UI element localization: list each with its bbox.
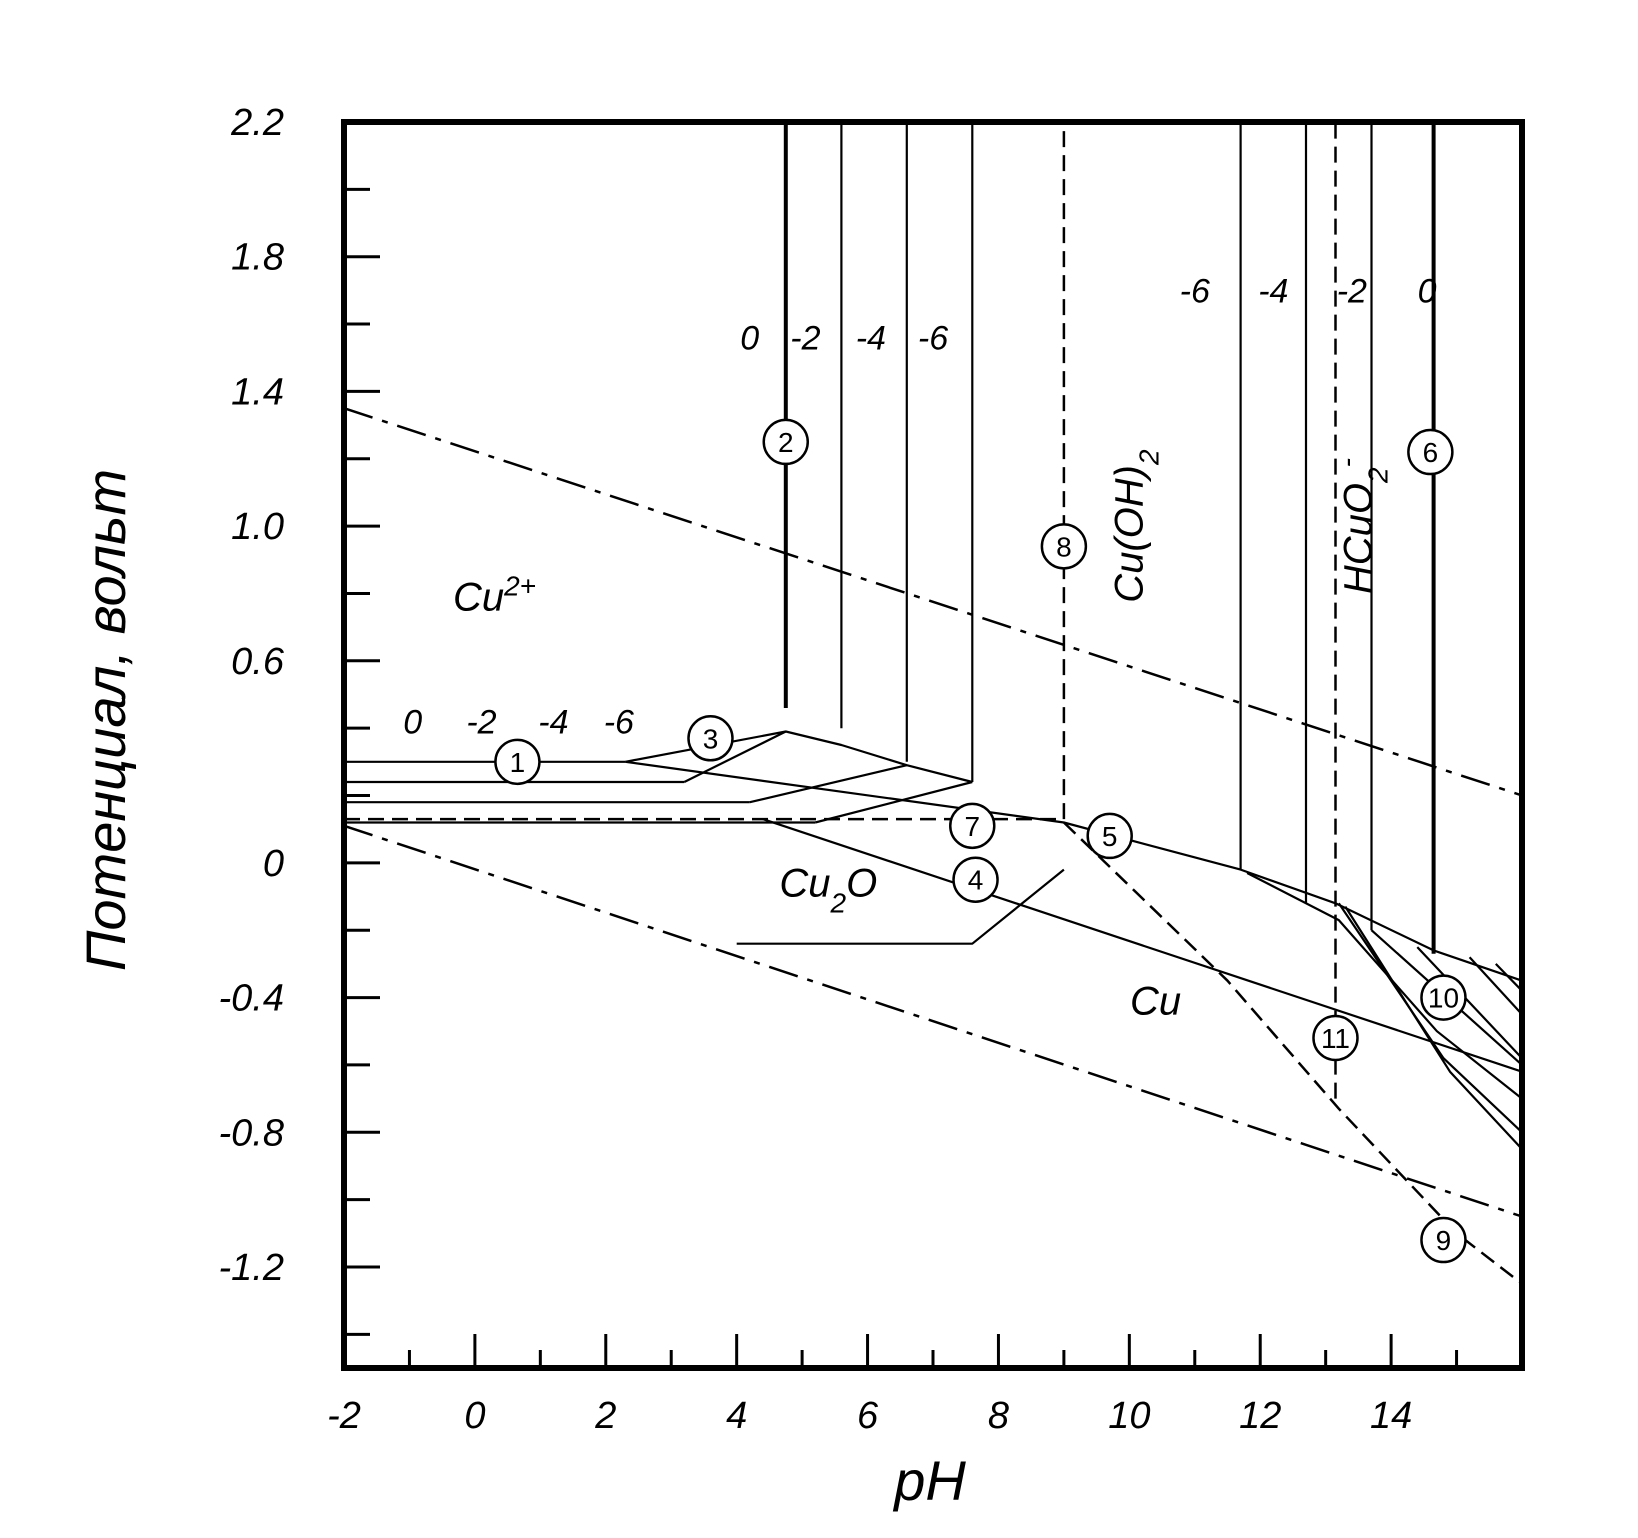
label-circle xyxy=(952,856,999,903)
y-tick-label: 0 xyxy=(263,843,284,885)
circled-number: 8 xyxy=(1056,531,1072,562)
series-line-2 xyxy=(343,824,1523,1218)
label-layer: 0 -2 -4 -6 -6 -4 -2 0 0 -2 -4 -6 1 2 3 4 5 6 7 8 9 10 11 Cu2+ Cu… xyxy=(403,272,1467,1264)
circled-label-2: 2 xyxy=(762,418,809,466)
circled-number: 3 xyxy=(703,723,719,754)
circled-label-8: 8 xyxy=(1040,523,1088,570)
circled-label-5: 5 xyxy=(1086,812,1133,860)
circled-number: 7 xyxy=(964,811,980,842)
x-tick-label: 14 xyxy=(1370,1395,1412,1437)
circled-number: 5 xyxy=(1102,821,1118,852)
label-circle xyxy=(687,715,734,762)
y-tick-label: 2.2 xyxy=(230,102,284,144)
circled-number: 10 xyxy=(1428,983,1459,1014)
circled-label-11: 11 xyxy=(1312,1014,1359,1062)
circled-number: 2 xyxy=(778,427,794,458)
activity-label: 0 xyxy=(740,320,759,358)
series-line-31 xyxy=(1468,956,1523,1016)
circled-label-10: 10 xyxy=(1420,974,1467,1021)
series-line-32 xyxy=(1495,963,1523,992)
circled-label-7: 7 xyxy=(949,802,996,850)
region-label: Cu2O xyxy=(779,862,877,919)
series-line-27 xyxy=(1337,902,1523,1134)
series-line-22 xyxy=(814,780,973,824)
series-layer xyxy=(343,122,1523,1285)
circled-label-3: 3 xyxy=(687,715,734,762)
activity-label: -4 xyxy=(856,320,886,358)
circled-number: 4 xyxy=(968,865,984,896)
y-tick-label: -0.4 xyxy=(219,978,284,1020)
circled-number: 11 xyxy=(1321,1023,1350,1054)
activity-label: -4 xyxy=(538,703,568,741)
circled-label-9: 9 xyxy=(1420,1216,1467,1264)
activity-label: -2 xyxy=(790,320,820,358)
label-circle xyxy=(1086,812,1133,860)
y-axis-title: Потенциал, вольт xyxy=(74,469,137,971)
circled-label-4: 4 xyxy=(952,856,999,903)
plot-frame xyxy=(341,119,1525,1371)
activity-label: 0 xyxy=(1418,272,1437,310)
label-circle xyxy=(1040,523,1088,570)
activity-label: -2 xyxy=(1337,272,1367,310)
x-tick-label: 6 xyxy=(857,1395,879,1437)
region-label: Cu(OH)2 xyxy=(1107,449,1164,603)
x-tick-label: 4 xyxy=(726,1395,747,1437)
x-tick-label: -2 xyxy=(327,1395,361,1437)
label-circle xyxy=(949,802,996,850)
label-circle xyxy=(1420,974,1467,1021)
series-line-1 xyxy=(343,407,1523,797)
activity-label: -6 xyxy=(604,703,634,741)
circled-number: 1 xyxy=(510,747,526,778)
series-line-20 xyxy=(683,730,973,784)
label-circle xyxy=(1407,428,1454,476)
series-line-25 xyxy=(1063,821,1523,1285)
circled-label-6: 6 xyxy=(1407,428,1454,476)
y-tick-label: 1.4 xyxy=(231,371,284,413)
circled-label-1: 1 xyxy=(494,738,541,786)
circled-number: 6 xyxy=(1423,437,1439,468)
label-circle xyxy=(494,738,541,786)
y-tick-label: 1.0 xyxy=(231,506,284,548)
series-line-30 xyxy=(1416,946,1523,1059)
region-label: Cu xyxy=(1130,979,1181,1023)
y-tick-label: 0.6 xyxy=(231,641,285,683)
y-tick-label: 1.8 xyxy=(231,237,284,279)
activity-label: -4 xyxy=(1258,272,1288,310)
activity-label: -2 xyxy=(466,703,496,741)
series-line-23 xyxy=(762,818,1523,1073)
x-tick-label: 2 xyxy=(594,1395,616,1437)
x-tick-label: 12 xyxy=(1239,1395,1281,1437)
activity-label: 0 xyxy=(403,703,422,741)
series-line-28 xyxy=(1344,906,1523,1150)
series-line-24 xyxy=(736,868,1065,945)
region-label: Cu2+ xyxy=(453,570,536,620)
x-tick-label: 0 xyxy=(464,1395,485,1437)
activity-label: -6 xyxy=(918,320,948,358)
series-line-21 xyxy=(749,764,908,804)
label-circle xyxy=(762,418,809,466)
y-tick-label: -0.8 xyxy=(219,1112,284,1154)
circled-number: 9 xyxy=(1436,1225,1452,1256)
region-label: HCuO2- xyxy=(1331,458,1393,594)
label-circle xyxy=(1312,1014,1359,1062)
label-circle xyxy=(1420,1216,1467,1264)
x-axis-title: pH xyxy=(892,1449,966,1512)
activity-label: -6 xyxy=(1180,272,1210,310)
x-tick-label: 10 xyxy=(1108,1395,1150,1437)
y-tick-label: -1.2 xyxy=(219,1247,284,1289)
x-tick-label: 8 xyxy=(988,1395,1009,1437)
